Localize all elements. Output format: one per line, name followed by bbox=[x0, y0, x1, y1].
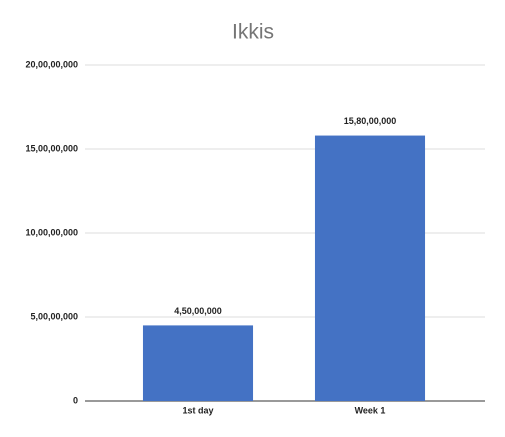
y-tick-label: 15,00,00,000 bbox=[25, 143, 78, 153]
bar bbox=[142, 325, 254, 401]
x-tick-label: Week 1 bbox=[355, 405, 386, 415]
y-tick-label: 0 bbox=[73, 395, 78, 405]
y-tick-label: 10,00,00,000 bbox=[25, 227, 78, 237]
y-tick-label: 20,00,00,000 bbox=[25, 59, 78, 69]
data-label: 15,80,00,000 bbox=[344, 116, 397, 126]
data-label: 4,50,00,000 bbox=[174, 306, 222, 316]
chart-title: Ikkis bbox=[232, 21, 274, 44]
x-tick-label: 1st day bbox=[182, 405, 213, 415]
y-tick-label: 5,00,00,000 bbox=[30, 311, 78, 321]
bar bbox=[314, 135, 426, 401]
